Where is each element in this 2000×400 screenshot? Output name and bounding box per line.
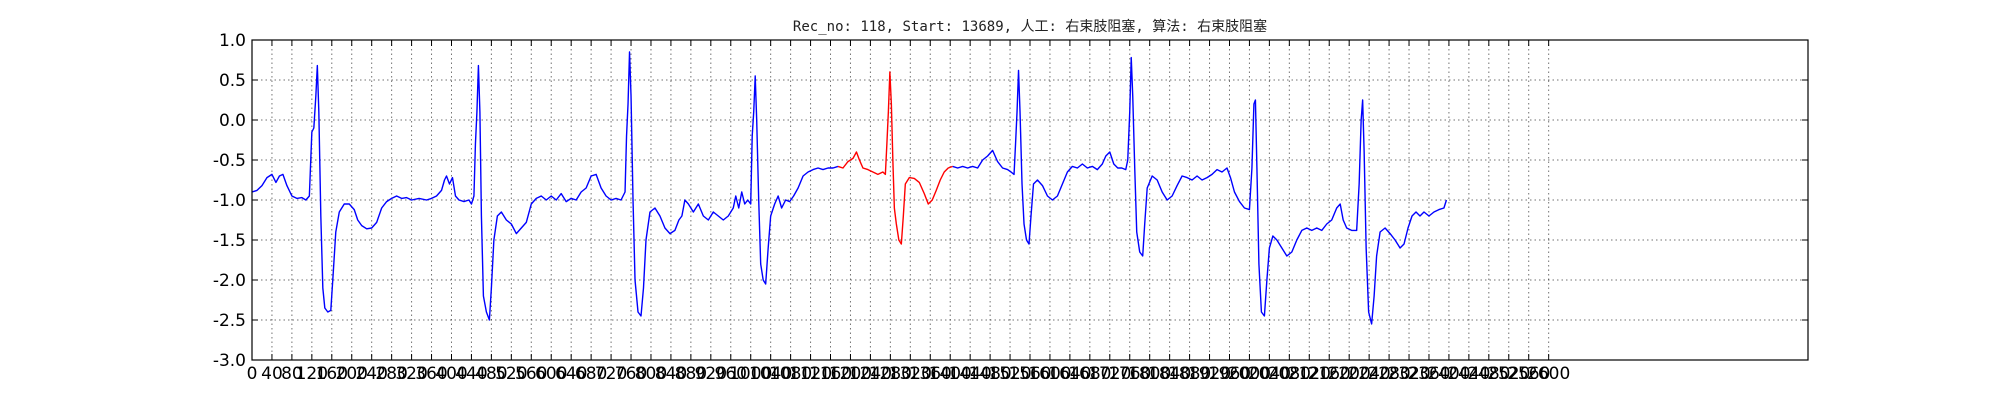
y-tick-label: -2.0 (213, 271, 246, 291)
chart-title: Rec_no: 118, Start: 13689, 人工: 右束肢阻塞, 算法… (793, 18, 1267, 35)
x-tick-label: 2120 (1288, 364, 1331, 384)
x-tick-label: 0 (247, 364, 258, 384)
x-tick-label: 320 (395, 364, 427, 384)
x-tick-label: 2480 (1467, 364, 1510, 384)
x-tick-label: 2160 (1308, 364, 1351, 384)
grid-lines (252, 40, 1808, 360)
x-tick-label: 2080 (1268, 364, 1311, 384)
x-tick-label: 720 (595, 364, 627, 384)
x-tick-label: 2000 (1228, 364, 1271, 384)
x-tick-label: 2440 (1447, 364, 1490, 384)
x-tick-label: 1480 (968, 364, 1011, 384)
y-tick-label: 0.5 (219, 71, 246, 91)
x-tick-label: 360 (415, 364, 447, 384)
x-tick-label: 1200 (829, 364, 872, 384)
x-tick-label: 2320 (1387, 364, 1430, 384)
x-tick-label: 1680 (1068, 364, 1111, 384)
x-tick-label: 1440 (949, 364, 992, 384)
x-tick-label: 1640 (1048, 364, 1091, 384)
x-tick-label: 2360 (1407, 364, 1450, 384)
x-tick-label: 120 (296, 364, 328, 384)
x-tick-label: 600 (535, 364, 567, 384)
x-tick-label: 2200 (1328, 364, 1371, 384)
ecg-series (251, 51, 1448, 325)
x-tick-label: 1920 (1188, 364, 1231, 384)
x-tick-label: 160 (316, 364, 348, 384)
x-tick-label: 1600 (1028, 364, 1071, 384)
x-tick-label: 240 (355, 364, 387, 384)
series-line-ecg-pre (251, 51, 839, 321)
x-tick-label: 640 (555, 364, 587, 384)
series-line-ecg-highlight (837, 71, 953, 245)
x-tick-label: 400 (435, 364, 467, 384)
x-tick-label: 1400 (929, 364, 972, 384)
x-tick-label: 1080 (769, 364, 812, 384)
x-tick-label: 1960 (1208, 364, 1251, 384)
x-tick-label: 840 (655, 364, 687, 384)
x-tick-label: 1880 (1168, 364, 1211, 384)
x-tick-label: 2400 (1427, 364, 1470, 384)
x-tick-label: 1000 (729, 364, 772, 384)
x-tick-label: 1720 (1088, 364, 1131, 384)
plot-frame (251, 39, 1809, 361)
x-tick-label: 1840 (1148, 364, 1191, 384)
x-tick-label: 1240 (849, 364, 892, 384)
x-tick-label: 1160 (809, 364, 852, 384)
x-tick-label: 1520 (988, 364, 1031, 384)
x-tick-label: 200 (336, 364, 368, 384)
x-tick-label: 2280 (1367, 364, 1410, 384)
x-tick-label: 80 (281, 364, 303, 384)
x-tick-label: 1760 (1108, 364, 1151, 384)
x-tick-label: 480 (475, 364, 507, 384)
x-tick-label: 880 (675, 364, 707, 384)
x-tick-label: 520 (495, 364, 527, 384)
x-tick-label: 1040 (749, 364, 792, 384)
y-tick-label: -1.5 (213, 231, 246, 251)
x-tick-label: 800 (635, 364, 667, 384)
y-tick-label: -3.0 (213, 351, 246, 371)
x-tick-label: 1120 (789, 364, 832, 384)
x-tick-label: 2520 (1487, 364, 1530, 384)
x-axis-ticks: 0 408012016020024028032036040044048052056… (247, 40, 1570, 384)
x-tick-label: 1560 (1008, 364, 1051, 384)
x-tick-label: 560 (515, 364, 547, 384)
x-tick-label: 2560 (1507, 364, 1550, 384)
x-tick-label: 40 (261, 364, 283, 384)
y-tick-label: -1.0 (213, 191, 246, 211)
x-tick-label: 2600 (1527, 364, 1570, 384)
y-tick-label: 0.0 (219, 111, 246, 131)
y-tick-label: 1.0 (219, 31, 246, 51)
y-tick-label: -0.5 (213, 151, 246, 171)
x-tick-label: 2040 (1248, 364, 1291, 384)
x-tick-label: 1360 (909, 364, 952, 384)
x-tick-label: 280 (375, 364, 407, 384)
x-tick-label: 960 (715, 364, 747, 384)
x-tick-label: 920 (695, 364, 727, 384)
x-tick-label: 1320 (889, 364, 932, 384)
y-tick-label: -2.5 (213, 311, 246, 331)
x-tick-label: 1280 (869, 364, 912, 384)
x-tick-label: 440 (455, 364, 487, 384)
x-tick-label: 680 (575, 364, 607, 384)
series-line-ecg-post (952, 56, 1448, 325)
x-tick-label: 2240 (1347, 364, 1390, 384)
x-tick-label: 760 (615, 364, 647, 384)
x-tick-label: 1800 (1128, 364, 1171, 384)
y-axis-ticks: 1.0 0.5 0.0 -0.5 -1.0 -1.5 -2.0 -2.5 -3.0 (213, 31, 1808, 371)
